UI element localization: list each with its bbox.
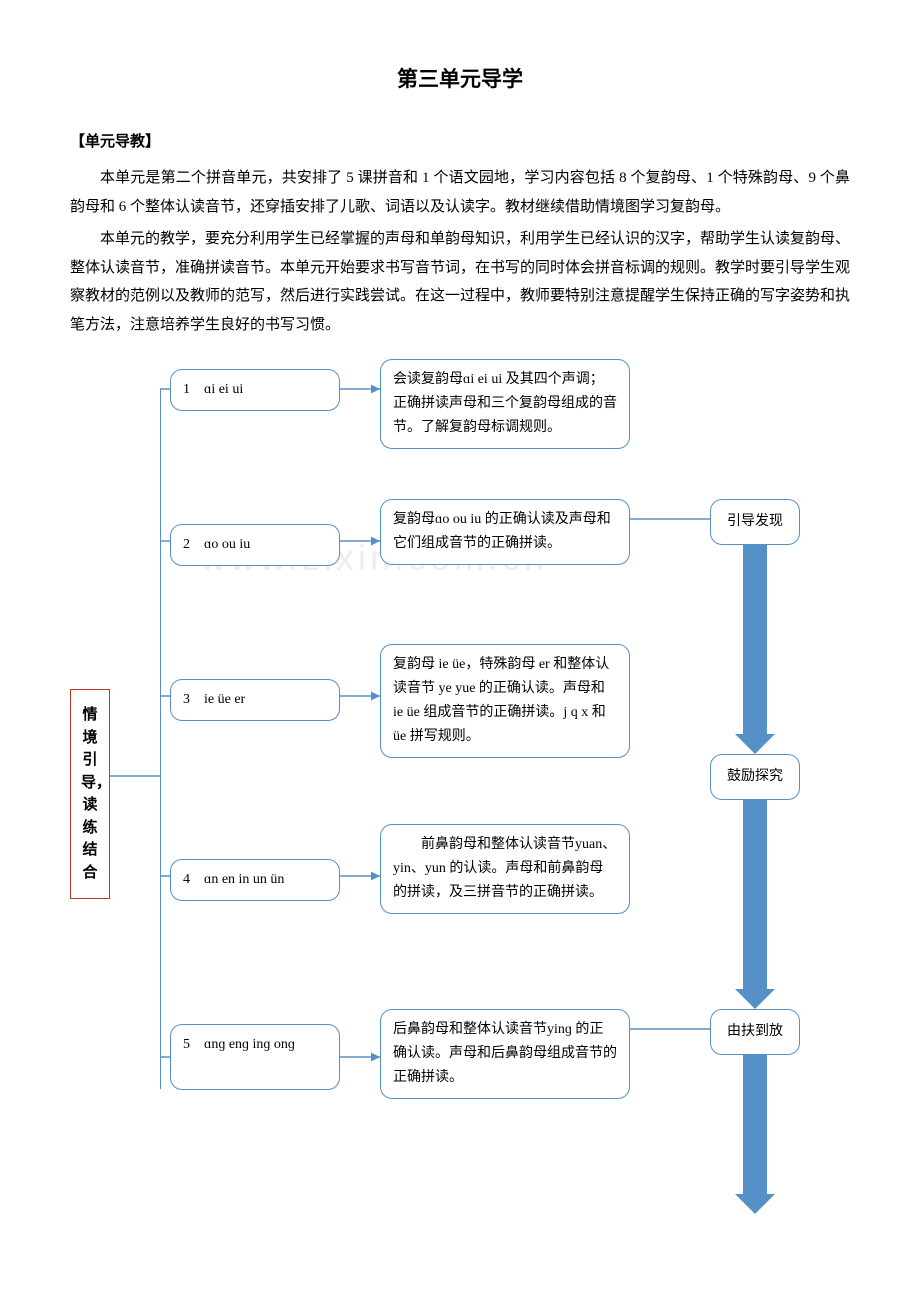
stage-arrow-3 — [735, 1054, 775, 1214]
lesson-5-left-text: 5 ɑnɡ enɡ inɡ onɡ — [183, 1037, 295, 1052]
stage-3-box: 由扶到放 — [710, 1009, 800, 1055]
stage-2-text: 鼓励探究 — [727, 769, 783, 784]
stage-1-box: 引导发现 — [710, 499, 800, 545]
page-title: 第三单元导学 — [70, 60, 850, 100]
lesson-4-left: 4 ɑn en in un ün — [170, 859, 340, 901]
flow-diagram: www.zixin.com.cn 情境引导，读练结合 1 ɑi ei ui 会读… — [70, 359, 850, 1219]
lesson-1-right: 会读复韵母ɑi ei ui 及其四个声调；正确拼读声母和三个复韵母组成的音节。了… — [380, 359, 630, 448]
lesson-5-right: 后鼻韵母和整体认读音节yinɡ 的正确认读。声母和后鼻韵母组成音节的正确拼读。 — [380, 1009, 630, 1098]
lesson-4-right: 前鼻韵母和整体认读音节yuan、yin、yun 的认读。声母和前鼻韵母的拼读，及… — [380, 824, 630, 913]
lesson-2-right-text: 复韵母ɑo ou iu 的正确认读及声母和它们组成音节的正确拼读。 — [393, 512, 611, 551]
lesson-5-left: 5 ɑnɡ enɡ inɡ onɡ — [170, 1024, 340, 1090]
red-label-text: 情境引导，读练结合 — [81, 706, 111, 881]
stage-arrow-2 — [735, 799, 775, 1009]
intro-para-1: 本单元是第二个拼音单元，共安排了 5 课拼音和 1 个语文园地，学习内容包括 8… — [70, 164, 850, 221]
stage-3-text: 由扶到放 — [727, 1024, 783, 1039]
lesson-1-left: 1 ɑi ei ui — [170, 369, 340, 411]
lesson-5-right-text: 后鼻韵母和整体认读音节yinɡ 的正确认读。声母和后鼻韵母组成音节的正确拼读。 — [393, 1022, 617, 1085]
lesson-2-right: 复韵母ɑo ou iu 的正确认读及声母和它们组成音节的正确拼读。 — [380, 499, 630, 565]
lesson-1-right-text: 会读复韵母ɑi ei ui 及其四个声调；正确拼读声母和三个复韵母组成的音节。了… — [393, 372, 617, 435]
stage-2-box: 鼓励探究 — [710, 754, 800, 800]
section-heading: 【单元导教】 — [70, 128, 850, 157]
stage-arrow-1 — [735, 544, 775, 754]
intro-para-2: 本单元的教学，要充分利用学生已经掌握的声母和单韵母知识，利用学生已经认识的汉字，… — [70, 225, 850, 339]
lesson-4-right-text: 前鼻韵母和整体认读音节yuan、yin、yun 的认读。声母和前鼻韵母的拼读，及… — [393, 837, 616, 900]
lesson-3-left: 3 ie üe er — [170, 679, 340, 721]
lesson-3-right: 复韵母 ie üe，特殊韵母 er 和整体认读音节 ye yue 的正确认读。声… — [380, 644, 630, 757]
lesson-2-left-text: 2 ɑo ou iu — [183, 537, 250, 552]
lesson-4-left-text: 4 ɑn en in un ün — [183, 872, 284, 887]
red-label-box: 情境引导，读练结合 — [70, 689, 110, 899]
lesson-3-right-text: 复韵母 ie üe，特殊韵母 er 和整体认读音节 ye yue 的正确认读。声… — [393, 657, 609, 743]
lesson-1-left-text: 1 ɑi ei ui — [183, 382, 243, 397]
lesson-3-left-text: 3 ie üe er — [183, 692, 245, 707]
stage-1-text: 引导发现 — [727, 514, 783, 529]
lesson-2-left: 2 ɑo ou iu — [170, 524, 340, 566]
